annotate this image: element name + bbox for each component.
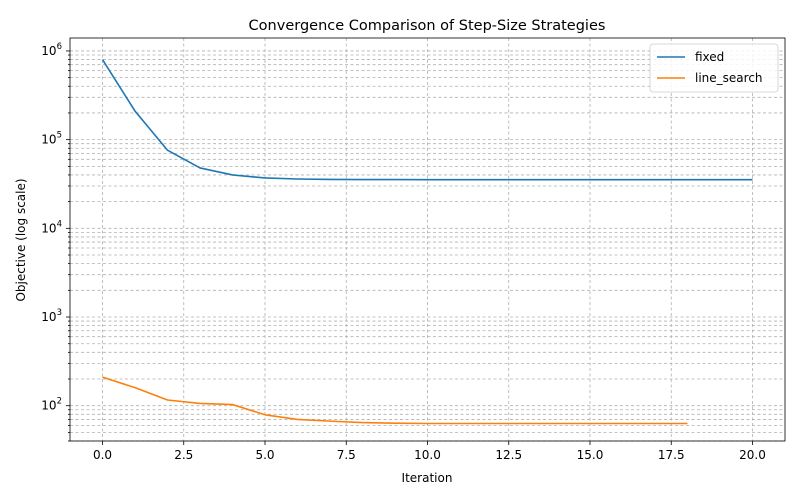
y-tick-label: 102 <box>41 397 62 413</box>
legend-box <box>649 43 779 93</box>
y-tick-exponent: 3 <box>57 308 62 318</box>
y-axis-label: Objective (log scale) <box>14 178 28 301</box>
legend-label: fixed <box>695 50 724 64</box>
y-tick-base: 10 <box>41 133 56 147</box>
x-tick-label: 10.0 <box>414 448 441 462</box>
series-line-fixed <box>101 59 753 181</box>
grid-lines <box>70 38 785 442</box>
series-lines <box>101 59 753 425</box>
x-tick-label: 15.0 <box>577 448 604 462</box>
y-tick-base: 10 <box>41 399 56 413</box>
y-tick-label: 105 <box>41 131 62 147</box>
y-tick-label: 103 <box>41 308 62 324</box>
chart-title: Convergence Comparison of Step-Size Stra… <box>249 18 606 34</box>
x-tick-label: 0.0 <box>93 448 112 462</box>
y-tick-exponent: 5 <box>57 131 62 141</box>
x-tick-label: 7.5 <box>337 448 356 462</box>
x-tick-label: 17.5 <box>658 448 685 462</box>
x-tick-label: 20.0 <box>739 448 766 462</box>
y-tick-exponent: 4 <box>57 219 62 229</box>
x-axis-label: Iteration <box>402 471 453 485</box>
y-tick-label: 106 <box>41 42 62 58</box>
series-line-line-search <box>102 376 688 425</box>
y-tick-exponent: 6 <box>57 42 62 52</box>
legend-label: line_search <box>695 71 763 85</box>
x-tick-label: 2.5 <box>174 448 193 462</box>
y-tick-exponent: 2 <box>57 397 62 407</box>
y-tick-label: 104 <box>41 219 62 235</box>
x-tick-label: 12.5 <box>495 448 522 462</box>
legend: fixed line_search <box>649 43 779 93</box>
y-tick-base: 10 <box>41 310 56 324</box>
x-tick-label: 5.0 <box>255 448 274 462</box>
y-tick-base: 10 <box>41 44 56 58</box>
x-axis-ticks: 0.0 2.5 5.0 7.5 10.0 12.5 15.0 17.5 20.0 <box>93 441 766 462</box>
y-tick-base: 10 <box>41 221 56 235</box>
